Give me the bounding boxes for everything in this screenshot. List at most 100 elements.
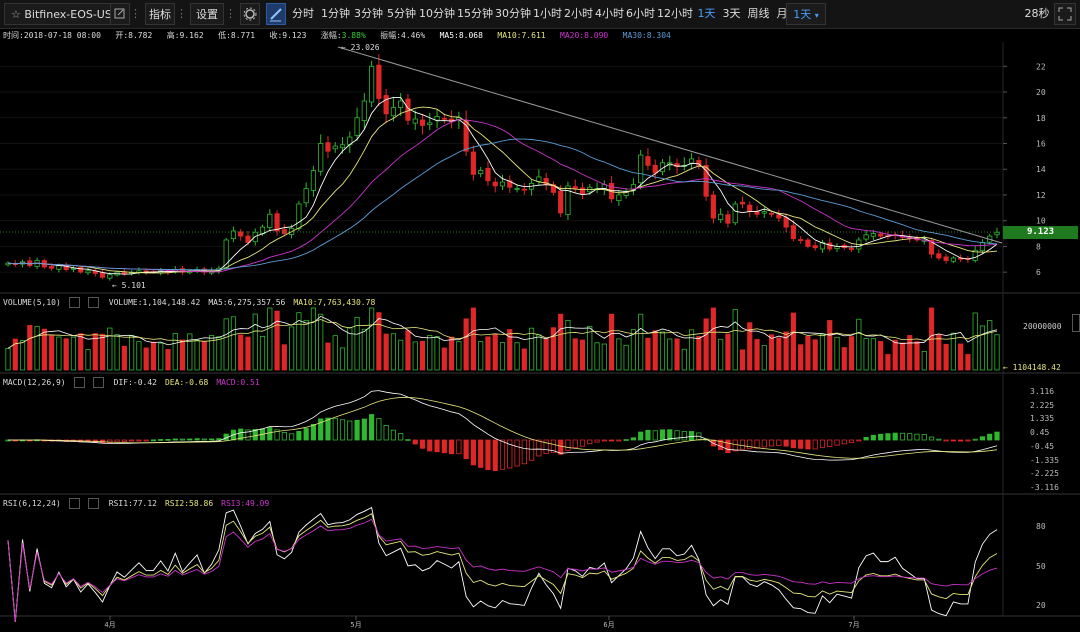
interval-13[interactable]: 3天 — [722, 7, 741, 20]
macd-bar — [994, 431, 1000, 441]
volume-bar — [456, 341, 462, 371]
volume-bar — [790, 312, 796, 371]
interval-5[interactable]: 15分钟 — [457, 7, 493, 20]
candle-body — [332, 145, 338, 150]
menu-dots-icon[interactable]: ⋮ — [176, 7, 187, 20]
volume-bar — [987, 320, 993, 371]
symbol-selector[interactable]: ☆ Bitfinex-EOS-USD — [4, 3, 130, 25]
change-value: 3.88% — [341, 31, 366, 40]
macd-bar — [201, 438, 207, 441]
volume-bar — [441, 347, 447, 371]
volume-bar — [129, 334, 135, 371]
candle-body — [325, 142, 331, 152]
interval-dropdown[interactable]: 1天 ▾ — [786, 3, 826, 25]
macd-bar — [899, 432, 906, 441]
macd-bar — [914, 433, 920, 441]
gear-icon[interactable] — [240, 3, 260, 25]
interval-14[interactable]: 周线 — [747, 7, 770, 20]
volume-bar — [550, 327, 556, 371]
volume-bar — [230, 316, 237, 371]
interval-12[interactable]: 1天 — [697, 7, 716, 20]
settings-icon[interactable] — [73, 377, 85, 388]
volume-bar — [827, 320, 833, 371]
menu-dots-icon[interactable]: ⋮ — [225, 7, 236, 20]
volume-bar — [885, 354, 891, 371]
macd-bar — [936, 438, 942, 441]
panel-collapse-icon[interactable] — [1072, 314, 1080, 332]
macd-bar — [827, 439, 833, 448]
settings-icon[interactable] — [68, 297, 80, 308]
macd-bar — [390, 429, 397, 441]
interval-11[interactable]: 12小时 — [657, 7, 693, 20]
close-icon[interactable] — [92, 377, 104, 388]
volume-bar — [201, 341, 207, 371]
candle-body — [863, 234, 869, 240]
open-value: 8.782 — [128, 31, 153, 40]
rsi3-value: RSI3:49.09 — [221, 499, 270, 508]
interval-0[interactable]: 分时 — [292, 7, 314, 20]
candle-body — [296, 203, 302, 229]
indicators-button[interactable]: 指标 — [145, 3, 175, 25]
interval-1[interactable]: 1分钟 — [321, 7, 350, 20]
volume-bar — [412, 341, 418, 371]
volume-bar — [972, 312, 978, 371]
interval-8[interactable]: 2小时 — [564, 7, 593, 20]
volume-bar — [507, 329, 513, 371]
macd-bar — [252, 429, 258, 441]
edit-symbol-icon[interactable] — [110, 3, 130, 25]
settings-button[interactable]: 设置 — [190, 3, 224, 25]
volume-bar — [405, 330, 411, 371]
close-label: 收: — [269, 31, 283, 40]
macd-bar — [907, 433, 913, 441]
candle-body — [688, 158, 695, 164]
interval-dropdown-value: 1天 — [793, 8, 812, 21]
volume-bar — [776, 337, 782, 371]
settings-icon[interactable] — [68, 498, 80, 509]
interval-3[interactable]: 5分钟 — [387, 7, 416, 20]
volume-bar — [921, 350, 927, 371]
macd-bar — [129, 439, 135, 442]
macd-bar — [332, 417, 338, 441]
interval-4[interactable]: 10分钟 — [419, 7, 455, 20]
volume-bar — [470, 307, 476, 371]
volume-bars — [5, 307, 1000, 371]
macd-bar — [238, 428, 244, 441]
volume-bar — [347, 327, 353, 371]
rsi1-value: RSI1:77.12 — [108, 499, 157, 508]
price-tick: 18 — [1036, 114, 1046, 123]
macd-bar — [521, 439, 527, 465]
candle-body — [499, 181, 506, 187]
volume-bar — [165, 349, 171, 371]
macd-bar — [529, 439, 535, 461]
macd-tick: -3.116 — [1030, 483, 1059, 492]
draw-tool-icon[interactable] — [266, 3, 286, 25]
macd-bar — [456, 439, 462, 455]
close-icon[interactable] — [87, 297, 99, 308]
macd-tick: 3.116 — [1030, 387, 1055, 396]
macd-bar — [499, 439, 506, 470]
volume-bar — [209, 335, 215, 371]
menu-dots-icon[interactable]: ⋮ — [130, 7, 141, 20]
volume-bar — [616, 338, 622, 371]
interval-6[interactable]: 30分钟 — [495, 7, 531, 20]
volume-bar — [747, 322, 753, 371]
interval-9[interactable]: 4小时 — [595, 7, 624, 20]
candle-body — [405, 98, 411, 121]
interval-10[interactable]: 6小时 — [626, 7, 655, 20]
volume-bar — [332, 335, 338, 371]
macd-bar — [536, 439, 542, 457]
price-tick: 12 — [1036, 191, 1046, 200]
drawn-trendline[interactable] — [337, 46, 1003, 244]
macd-bar — [805, 439, 811, 450]
close-icon[interactable] — [87, 498, 99, 509]
macd-bar — [187, 438, 193, 441]
volume-bar — [99, 333, 106, 371]
volume-bar — [485, 336, 491, 371]
interval-2[interactable]: 3分钟 — [354, 7, 383, 20]
fullscreen-icon[interactable] — [1054, 3, 1076, 25]
star-icon[interactable]: ☆ — [11, 8, 21, 21]
volume-bar — [70, 336, 77, 371]
interval-7[interactable]: 1小时 — [533, 7, 562, 20]
macd-bar — [463, 439, 469, 460]
